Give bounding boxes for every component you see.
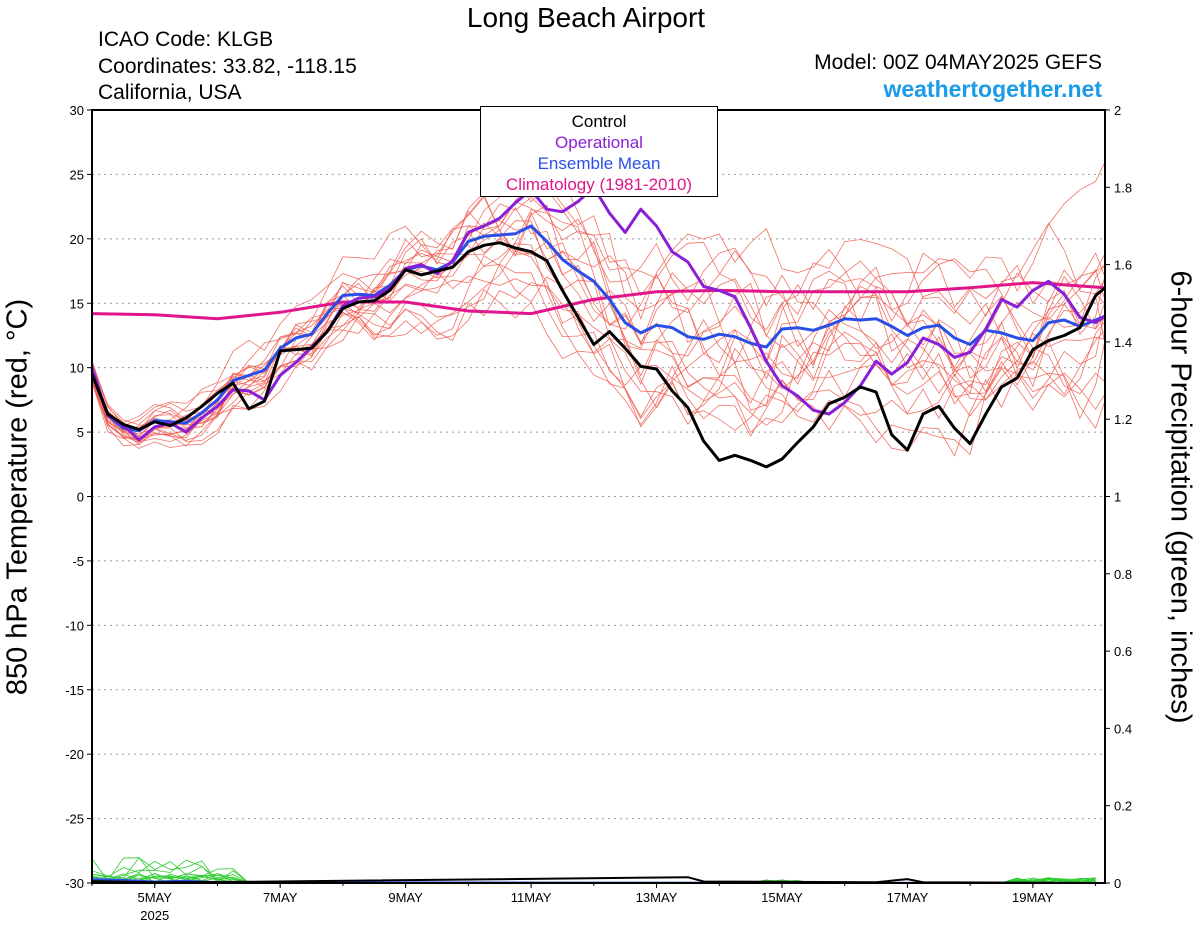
climatology-line bbox=[91, 281, 1106, 321]
right-tick-label: 0.6 bbox=[1114, 644, 1132, 659]
left-tick-label: -10 bbox=[65, 618, 84, 633]
ensemble-member-line bbox=[91, 243, 1106, 440]
x-tick-label: 7MAY bbox=[263, 890, 298, 905]
right-axis-label: 6-hour Precipitation (green, inches) bbox=[1164, 270, 1197, 724]
ensemble-member-line bbox=[91, 250, 1106, 457]
grid-lines bbox=[92, 173, 1105, 820]
control-line bbox=[90, 241, 1106, 469]
operational-line bbox=[90, 185, 1106, 442]
x-axis-ticks: 5MAY 7MAY 9MAY 11MAY 13MAY 15MAY 17MAY 19MAY 202… bbox=[91, 883, 1097, 923]
ensemble-member-line bbox=[91, 211, 1106, 435]
legend-ensemble-mean: Ensemble Mean bbox=[537, 154, 661, 173]
model-run: Model: 00Z 04MAY2025 GEFS bbox=[814, 51, 1102, 74]
left-tick-label: -20 bbox=[65, 747, 84, 762]
legend-control: Control bbox=[571, 112, 627, 131]
ensemble-member-line bbox=[91, 176, 1106, 427]
right-tick-label: 1 bbox=[1114, 490, 1121, 505]
x-tick-label: 11MAY bbox=[511, 890, 552, 905]
x-year-label: 2025 bbox=[140, 908, 169, 923]
left-tick-label: -25 bbox=[65, 812, 84, 827]
region: California, USA bbox=[98, 81, 242, 104]
ensemble-member-line bbox=[91, 161, 1106, 433]
right-tick-label: 1.6 bbox=[1114, 258, 1132, 273]
ensemble-member-line bbox=[91, 222, 1106, 424]
ensemble-member-line bbox=[91, 196, 1106, 426]
legend-operational: Operational bbox=[555, 133, 643, 152]
ensemble-member-line bbox=[91, 194, 1106, 432]
left-tick-label: -5 bbox=[72, 554, 84, 569]
ensemble-member-line bbox=[91, 196, 1106, 441]
x-tick-label: 9MAY bbox=[388, 890, 423, 905]
ensemble-mean-line bbox=[90, 224, 1106, 433]
right-tick-label: 1.2 bbox=[1114, 412, 1132, 427]
chart-title: Long Beach Airport bbox=[466, 2, 706, 33]
x-tick-label: 19MAY bbox=[1012, 890, 1054, 905]
series-lines bbox=[90, 185, 1106, 469]
left-tick-label: 10 bbox=[70, 361, 84, 376]
left-tick-label: 5 bbox=[77, 425, 84, 440]
precip-member-line bbox=[91, 856, 1096, 884]
left-tick-label: 25 bbox=[70, 167, 84, 182]
left-axis-label: 850 hPa Temperature (red, °C) bbox=[1, 298, 34, 696]
left-axis-ticks: 30 25 20 15 10 5 0 -5 -10 -15 -20 -25 -30 bbox=[65, 103, 92, 891]
x-tick-label: 17MAY bbox=[887, 890, 929, 905]
right-tick-label: 0.4 bbox=[1114, 721, 1132, 736]
legend-climatology: Climatology (1981-2010) bbox=[505, 175, 693, 194]
right-tick-label: 2 bbox=[1114, 103, 1121, 118]
precipitation-lines bbox=[91, 856, 1096, 884]
right-tick-label: 0.8 bbox=[1114, 567, 1132, 582]
left-tick-label: 0 bbox=[77, 490, 84, 505]
right-tick-label: 0 bbox=[1114, 876, 1121, 891]
ensemble-member-line bbox=[91, 209, 1106, 443]
ensemble-member-line bbox=[91, 178, 1106, 433]
coordinates: Coordinates: 33.82, -118.15 bbox=[98, 55, 357, 78]
site-link[interactable]: weathertogether.net bbox=[883, 76, 1102, 102]
x-tick-label: 13MAY bbox=[636, 890, 678, 905]
x-tick-label: 15MAY bbox=[761, 890, 803, 905]
ensemble-member-lines bbox=[91, 161, 1106, 457]
right-tick-label: 0.2 bbox=[1114, 799, 1132, 814]
ensemble-member-line bbox=[91, 281, 1106, 456]
left-tick-label: -15 bbox=[65, 683, 84, 698]
ensemble-member-line bbox=[91, 270, 1106, 437]
left-tick-label: 15 bbox=[70, 296, 84, 311]
ensemble-member-line bbox=[91, 244, 1106, 447]
right-tick-label: 1.8 bbox=[1114, 180, 1132, 195]
left-tick-label: 20 bbox=[70, 232, 84, 247]
left-tick-label: 30 bbox=[70, 103, 84, 118]
ensemble-member-line bbox=[91, 220, 1106, 440]
left-tick-label: -30 bbox=[65, 876, 84, 891]
right-axis-ticks: 2 1.8 1.6 1.4 1.2 1 0.8 0.6 0.4 0.2 0 bbox=[1105, 103, 1132, 891]
icao-code: ICAO Code: KLGB bbox=[98, 28, 274, 51]
legend: Control Operational Ensemble Mean Climat… bbox=[480, 106, 718, 197]
right-tick-label: 1.4 bbox=[1114, 335, 1132, 350]
x-tick-label: 5MAY bbox=[138, 890, 173, 905]
